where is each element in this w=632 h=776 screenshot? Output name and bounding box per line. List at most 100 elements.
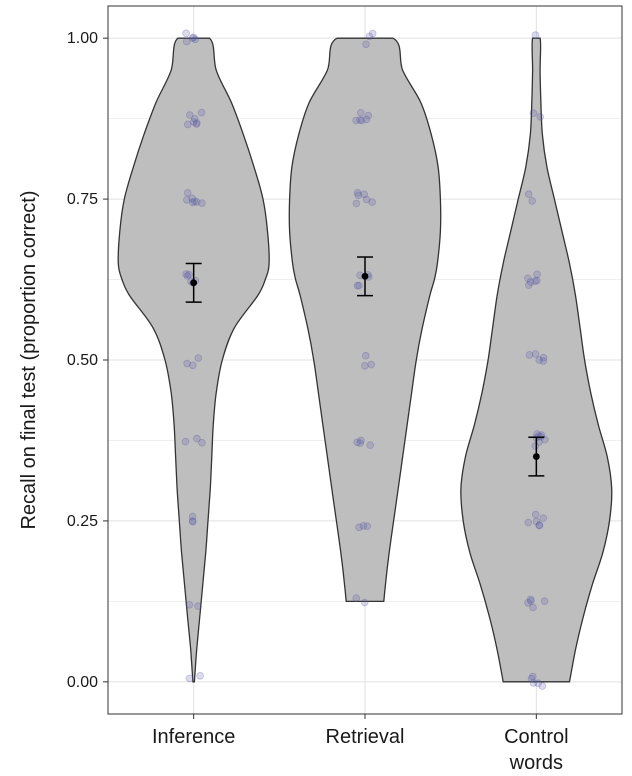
data-point — [528, 672, 537, 681]
data-point — [194, 602, 202, 610]
data-point — [531, 510, 540, 519]
data-point — [197, 108, 206, 117]
data-points — [181, 29, 549, 690]
data-point — [524, 274, 532, 283]
data-point — [539, 353, 548, 362]
data-point — [368, 198, 376, 206]
y-tick-label: 0.75 — [67, 191, 98, 208]
mean-point-1 — [361, 272, 369, 280]
data-point — [182, 37, 191, 46]
violins — [117, 37, 613, 683]
data-point — [189, 517, 197, 526]
data-point — [186, 111, 194, 119]
data-point — [352, 116, 360, 125]
data-point — [535, 356, 543, 364]
data-point — [185, 600, 194, 609]
data-point — [366, 441, 375, 449]
data-point — [526, 595, 535, 604]
data-point — [356, 116, 364, 124]
data-point — [367, 360, 376, 369]
y-tick-label: 0.25 — [67, 513, 98, 530]
data-point — [185, 674, 194, 683]
data-point — [353, 189, 362, 197]
data-point — [362, 195, 371, 204]
data-point — [540, 435, 549, 444]
data-point — [188, 34, 197, 42]
data-point — [532, 517, 541, 526]
data-point — [529, 603, 537, 612]
data-point — [539, 514, 547, 522]
data-point — [183, 272, 192, 280]
data-point — [527, 597, 535, 605]
mean-point-0 — [190, 279, 198, 287]
data-point — [531, 31, 540, 39]
data-point — [191, 35, 200, 44]
violin-2 — [460, 37, 613, 683]
data-point — [538, 682, 547, 690]
data-point — [529, 679, 538, 687]
data-point — [365, 32, 374, 41]
y-tick-label: 1.00 — [67, 30, 98, 47]
data-point — [356, 439, 364, 447]
data-point — [526, 278, 535, 286]
data-point — [183, 196, 191, 204]
data-point — [190, 197, 199, 206]
data-point — [536, 113, 544, 121]
data-point — [192, 120, 201, 128]
data-point — [362, 115, 371, 124]
data-point — [359, 522, 368, 530]
data-point — [360, 190, 369, 199]
y-tick-label: 0.00 — [67, 674, 98, 691]
data-point — [539, 357, 548, 365]
x-category-label: Control words — [504, 726, 568, 774]
y-tick-label: 0.50 — [67, 352, 98, 369]
data-point — [355, 523, 363, 532]
data-point — [188, 517, 197, 525]
data-point — [533, 270, 541, 279]
data-point — [532, 276, 541, 285]
y-axis-title: Recall on final test (proportion correct… — [18, 190, 40, 529]
data-point — [188, 512, 197, 521]
data-point — [196, 671, 204, 680]
data-point — [354, 191, 363, 200]
data-point — [361, 361, 369, 370]
x-category-label: Retrieval — [326, 726, 405, 748]
data-point — [524, 518, 533, 527]
data-point — [357, 116, 366, 125]
data-point — [189, 33, 198, 42]
data-point — [525, 351, 534, 359]
data-point — [363, 522, 372, 530]
y-axis: 0.00 0.25 0.50 0.75 1.00 — [67, 30, 108, 691]
data-point — [540, 597, 549, 605]
data-point — [352, 594, 361, 602]
data-point — [181, 437, 190, 446]
x-axis: Inference Retrieval Control words — [152, 714, 569, 774]
data-point — [364, 111, 373, 120]
data-point — [183, 359, 191, 368]
error-bars — [185, 256, 545, 477]
data-point — [527, 674, 536, 683]
data-point — [357, 436, 365, 445]
data-point — [189, 118, 198, 126]
data-point — [524, 598, 532, 607]
data-point — [184, 120, 192, 129]
data-point — [361, 351, 370, 360]
mean-point-2 — [532, 453, 540, 460]
data-point — [182, 270, 190, 278]
violin-0 — [117, 37, 270, 683]
data-point — [368, 29, 377, 38]
data-point — [356, 109, 365, 117]
data-point — [353, 438, 362, 447]
data-point — [352, 199, 361, 208]
data-point — [188, 198, 197, 207]
data-point — [534, 679, 542, 687]
data-point — [535, 521, 544, 529]
data-point — [353, 281, 362, 290]
data-point — [191, 115, 199, 123]
data-point — [183, 189, 192, 197]
data-point — [524, 190, 533, 199]
data-point — [531, 277, 539, 285]
violin-1 — [288, 37, 442, 603]
data-point — [362, 40, 370, 49]
